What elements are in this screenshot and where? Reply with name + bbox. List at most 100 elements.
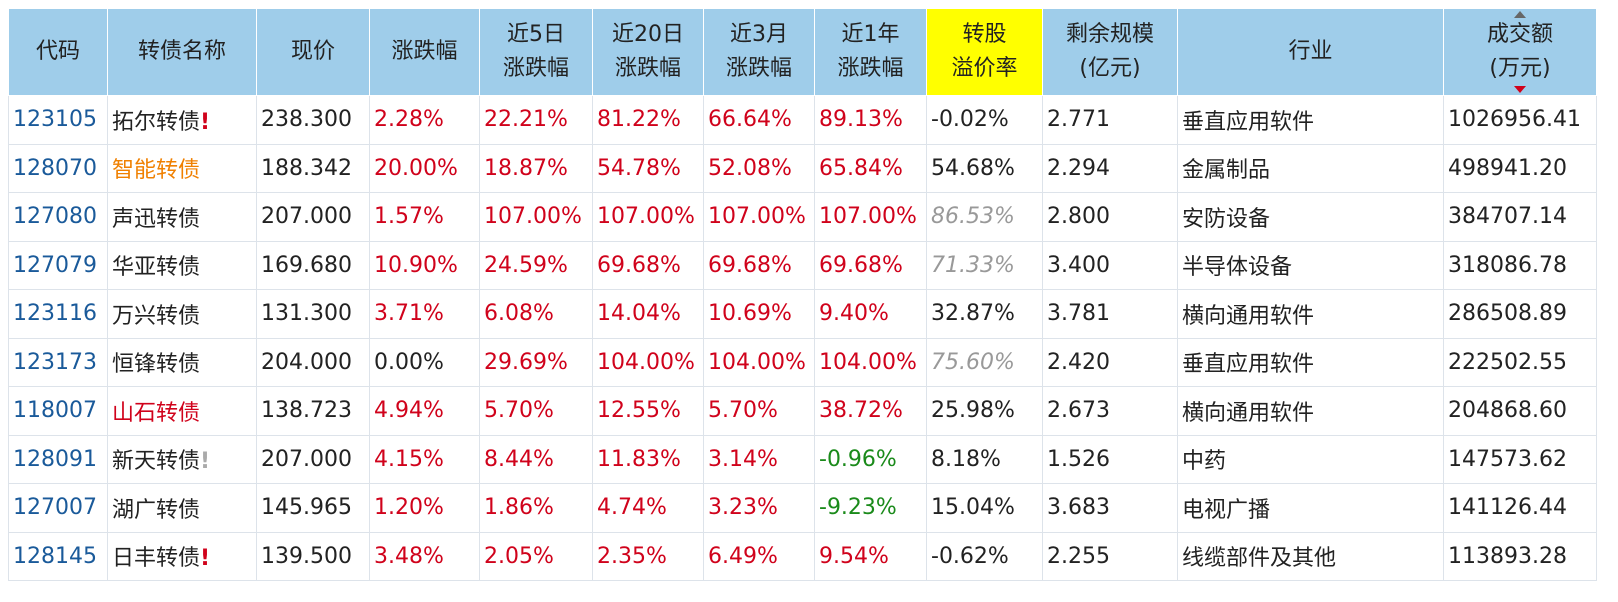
bond-name[interactable]: 万兴转债 xyxy=(107,289,257,339)
column-header[interactable]: 成交额 (万元) xyxy=(1443,8,1597,96)
cell: 69.68% xyxy=(814,240,927,290)
cell: 384707.14 xyxy=(1443,192,1597,242)
bond-code[interactable]: 128070 xyxy=(8,143,108,193)
cell: 6.49% xyxy=(703,531,815,581)
cell: 24.59% xyxy=(479,240,593,290)
bond-name[interactable]: 恒锋转债 xyxy=(107,337,257,387)
cell: 52.08% xyxy=(703,143,815,193)
cell: 204868.60 xyxy=(1443,386,1597,436)
bond-code[interactable]: 123105 xyxy=(8,95,108,145)
cell: 3.683 xyxy=(1042,483,1178,533)
cell: 29.69% xyxy=(479,337,593,387)
cell: 3.71% xyxy=(369,289,480,339)
cell: 3.781 xyxy=(1042,289,1178,339)
cell: 3.14% xyxy=(703,434,815,484)
cell: 5.70% xyxy=(703,386,815,436)
cell: 10.69% xyxy=(703,289,815,339)
bond-table: 代码 转债名称 现价 涨跌幅 近5日 涨跌幅 近20日 涨跌幅 近3月 涨跌幅 近1年 涨跌幅… xyxy=(8,8,1597,581)
table-body: 123105 拓尔转债! 238.300 2.28% 22.21% 81.22% 66.64… xyxy=(8,95,1597,581)
cell: 2.420 xyxy=(1042,337,1178,387)
cell: 横向通用软件 xyxy=(1177,289,1444,339)
cell: 1.57% xyxy=(369,192,480,242)
column-header[interactable]: 行业 xyxy=(1177,8,1444,96)
table-row: 127079 华亚转债 169.680 10.90% 24.59% 69.68% 69.68… xyxy=(8,240,1597,290)
table-row: 123116 万兴转债 131.300 3.71% 6.08% 14.04% 10.69% 9… xyxy=(8,289,1597,339)
bond-code[interactable]: 128145 xyxy=(8,531,108,581)
table-row: 123173 恒锋转债 204.000 0.00% 29.69% 104.00% 104.0… xyxy=(8,337,1597,387)
bond-name[interactable]: 湖广转债 xyxy=(107,483,257,533)
cell: 4.15% xyxy=(369,434,480,484)
cell: 4.94% xyxy=(369,386,480,436)
cell: -0.96% xyxy=(814,434,927,484)
column-header[interactable]: 涨跌幅 xyxy=(369,8,480,96)
cell-text: 智能转债 xyxy=(112,158,201,184)
cell: -0.62% xyxy=(926,531,1043,581)
bond-name[interactable]: 拓尔转债! xyxy=(107,95,257,145)
cell: 9.40% xyxy=(814,289,927,339)
cell: 207.000 xyxy=(256,434,370,484)
column-header[interactable]: 转股 溢价率 xyxy=(926,8,1043,96)
cell: 139.500 xyxy=(256,531,370,581)
cell: 498941.20 xyxy=(1443,143,1597,193)
cell: -0.02% xyxy=(926,95,1043,145)
cell: 安防设备 xyxy=(1177,192,1444,242)
bond-code[interactable]: 118007 xyxy=(8,386,108,436)
cell: 147573.62 xyxy=(1443,434,1597,484)
bond-name[interactable]: 新天转债! xyxy=(107,434,257,484)
bond-name[interactable]: 声迅转债 xyxy=(107,192,257,242)
cell: 238.300 xyxy=(256,95,370,145)
column-header[interactable]: 转债名称 xyxy=(107,8,257,96)
bond-name[interactable]: 日丰转债! xyxy=(107,531,257,581)
cell: 22.21% xyxy=(479,95,593,145)
bond-name[interactable]: 山石转债 xyxy=(107,386,257,436)
column-header[interactable]: 近3月 涨跌幅 xyxy=(703,8,815,96)
bond-code[interactable]: 123173 xyxy=(8,337,108,387)
cell: -9.23% xyxy=(814,483,927,533)
bond-name[interactable]: 华亚转债 xyxy=(107,240,257,290)
table-row: 123105 拓尔转债! 238.300 2.28% 22.21% 81.22% 66.64… xyxy=(8,95,1597,145)
column-header[interactable]: 近5日 涨跌幅 xyxy=(479,8,593,96)
cell: 2.28% xyxy=(369,95,480,145)
column-header[interactable]: 近20日 涨跌幅 xyxy=(592,8,704,96)
cell: 169.680 xyxy=(256,240,370,290)
cell: 204.000 xyxy=(256,337,370,387)
cell-text: 拓尔转债 xyxy=(112,109,201,135)
cell: 66.64% xyxy=(703,95,815,145)
cell: 107.00% xyxy=(703,192,815,242)
bond-code[interactable]: 127079 xyxy=(8,240,108,290)
cell: 207.000 xyxy=(256,192,370,242)
cell: 2.673 xyxy=(1042,386,1178,436)
column-header[interactable]: 现价 xyxy=(256,8,370,96)
table-row: 128145 日丰转债! 139.500 3.48% 2.05% 2.35% 6.49% 9.… xyxy=(8,531,1597,581)
bond-code[interactable]: 128091 xyxy=(8,434,108,484)
cell: 15.04% xyxy=(926,483,1043,533)
cell: 1.526 xyxy=(1042,434,1178,484)
cell: 3.23% xyxy=(703,483,815,533)
warning-mark: ! xyxy=(200,449,211,475)
column-header[interactable]: 代码 xyxy=(8,8,108,96)
cell: 104.00% xyxy=(592,337,704,387)
cell: 25.98% xyxy=(926,386,1043,436)
cell: 2.35% xyxy=(592,531,704,581)
sort-down-icon[interactable] xyxy=(1514,86,1526,93)
bond-name[interactable]: 智能转债 xyxy=(107,143,257,193)
cell: 75.60% xyxy=(926,337,1043,387)
cell: 垂直应用软件 xyxy=(1177,95,1444,145)
table-row: 127080 声迅转债 207.000 1.57% 107.00% 107.00% 107.… xyxy=(8,192,1597,242)
bond-code[interactable]: 127007 xyxy=(8,483,108,533)
cell: 32.87% xyxy=(926,289,1043,339)
cell: 1026956.41 xyxy=(1443,95,1597,145)
bond-code[interactable]: 127080 xyxy=(8,192,108,242)
cell: 1.86% xyxy=(479,483,593,533)
cell: 138.723 xyxy=(256,386,370,436)
cell-text: 新天转债 xyxy=(112,449,201,475)
column-header[interactable]: 剩余规模 (亿元) xyxy=(1042,8,1178,96)
sort-up-icon[interactable] xyxy=(1514,11,1526,18)
bond-code[interactable]: 123116 xyxy=(8,289,108,339)
cell: 6.08% xyxy=(479,289,593,339)
table-row: 118007 山石转债 138.723 4.94% 5.70% 12.55% 5.70% 38… xyxy=(8,386,1597,436)
column-header[interactable]: 近1年 涨跌幅 xyxy=(814,8,927,96)
table-header: 代码 转债名称 现价 涨跌幅 近5日 涨跌幅 近20日 涨跌幅 近3月 涨跌幅 近1年 涨跌幅… xyxy=(8,8,1597,96)
cell: 104.00% xyxy=(814,337,927,387)
